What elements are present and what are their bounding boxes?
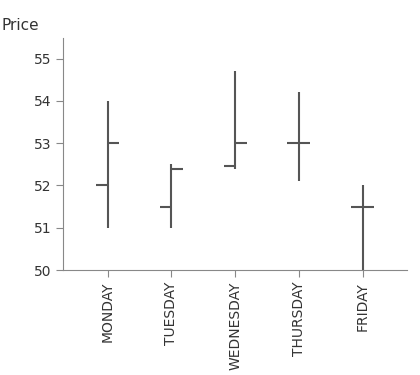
Text: Price: Price [1,18,39,33]
